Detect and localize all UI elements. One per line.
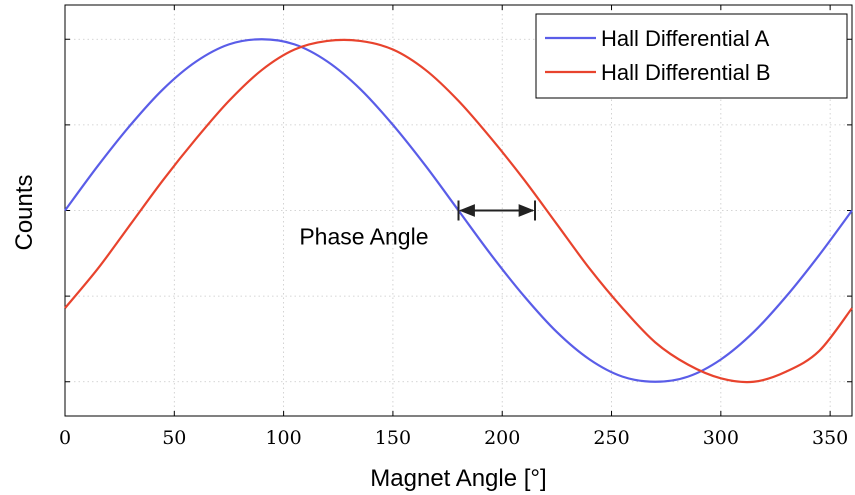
x-axis-label: Magnet Angle [°] [370,465,546,492]
x-tick-label: 250 [593,427,629,449]
y-axis-label: Counts [11,174,38,250]
x-tick-label: 300 [703,427,739,449]
x-tick-label: 350 [812,427,848,449]
x-tick-label: 150 [375,427,411,449]
x-tick-label: 50 [162,427,186,449]
x-tick-label: 0 [59,427,71,449]
phase-angle-label: Phase Angle [299,224,428,250]
x-tick-label: 100 [265,427,301,449]
series-line-b [64,38,853,384]
legend: Hall Differential A Hall Differential B [535,13,848,99]
legend-box [535,13,848,99]
phase-angle-annotation: Phase Angle [299,200,537,250]
legend-label: Hall Differential A [601,26,770,51]
x-tick-label: 200 [484,427,520,449]
legend-label: Hall Differential B [601,60,771,85]
axis-ticks: 0 50 100 150 200 250 300 350 [59,5,852,449]
grid-lines [65,5,852,416]
